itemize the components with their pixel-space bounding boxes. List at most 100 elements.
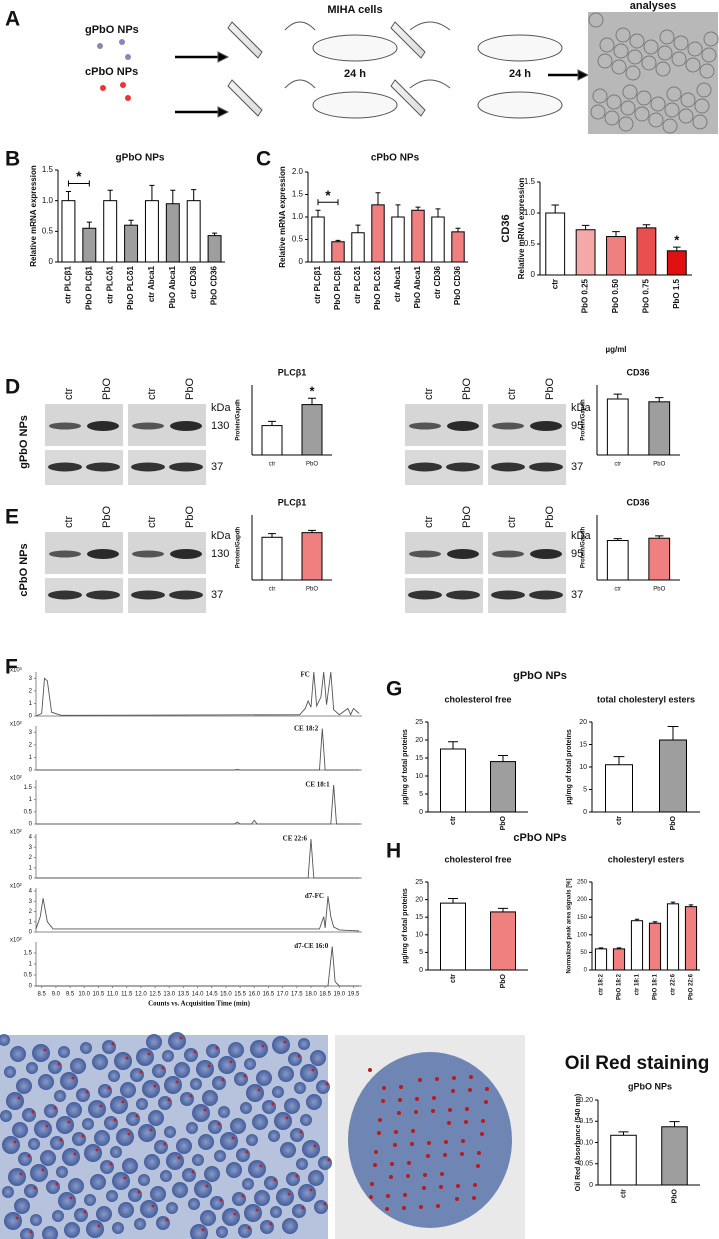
cell-texture (625, 65, 641, 81)
cell (282, 1218, 298, 1234)
chart-title: total cholesteryl esters (597, 694, 695, 704)
marker-label: 37 (571, 589, 583, 601)
blot-band (49, 422, 81, 430)
lipid-droplet (477, 1151, 481, 1155)
blot-band (48, 462, 82, 472)
blot-band (131, 462, 165, 472)
cell (164, 1126, 176, 1138)
error-bar (128, 219, 134, 226)
cell (210, 1196, 224, 1210)
y-tick-label: 5 (419, 949, 423, 956)
cell (30, 1164, 48, 1182)
y-tick-label: 2 (29, 688, 33, 694)
lipid-droplet (465, 1107, 469, 1111)
y-tick-label: 25 (415, 879, 423, 886)
error-bar (149, 184, 155, 201)
lipid-droplet (436, 1204, 440, 1208)
x-tick-label: ctr (269, 462, 276, 468)
lipid-droplet (455, 1197, 459, 1201)
y-tick-label: 0 (589, 1182, 593, 1189)
x-tick-label: 9.5 (66, 992, 75, 998)
scale-label: x10² (10, 722, 22, 728)
cell (76, 1088, 90, 1102)
lipid-droplet (439, 1185, 443, 1189)
lipid-droplet (219, 1198, 223, 1202)
y-axis-label: µg/mg of total proteins (566, 729, 573, 805)
x-tick-label: PbO (306, 462, 318, 468)
cell (64, 1222, 80, 1238)
lipid-droplet (484, 1100, 488, 1104)
cell (160, 1170, 172, 1182)
cell-texture (615, 27, 631, 43)
x-axis-label: Counts vs. Acquisition Time (min) (148, 1000, 251, 1008)
x-tick-label: PbO CD36 (453, 265, 462, 305)
cell (292, 1204, 306, 1218)
x-tick-label: PbO (653, 462, 665, 468)
cell (74, 1208, 88, 1222)
cell (308, 1170, 324, 1186)
significance-bracket (317, 199, 339, 206)
marker-label: 37 (211, 589, 223, 601)
bar (605, 764, 633, 813)
lipid-droplet (452, 1076, 456, 1080)
y-axis-label: Protein/Gapdh (581, 399, 587, 441)
x-tick-label: 9.0 (52, 992, 61, 998)
cell (148, 1110, 164, 1126)
cell (34, 1120, 52, 1138)
cell (54, 1090, 66, 1102)
y-tick-label: 15 (415, 914, 423, 921)
lipid-droplet (149, 1128, 153, 1132)
lipid-droplet (33, 1186, 37, 1190)
lipid-droplet (123, 1176, 127, 1180)
x-tick-label: PbO (306, 587, 318, 593)
error-bar (551, 204, 559, 213)
cell-texture (657, 45, 673, 61)
cell (226, 1162, 242, 1178)
lipid-droplet (41, 1168, 45, 1172)
cell (234, 1072, 248, 1086)
panel-letter: G (386, 678, 402, 701)
error-bar (86, 221, 92, 229)
cell (268, 1130, 280, 1142)
lipid-droplet (99, 1104, 103, 1108)
blot-band (170, 421, 202, 431)
cell (94, 1130, 110, 1146)
cell (40, 1150, 56, 1166)
lipid-droplet (414, 1110, 418, 1114)
chart-title: cholesterol free (444, 854, 511, 864)
lipid-droplet (444, 1140, 448, 1144)
lipid-droplet (231, 1136, 235, 1140)
y-tick-label: 3 (29, 676, 33, 682)
unit-label: kDa (571, 402, 591, 414)
lipid-droplet (43, 1048, 47, 1052)
lane-label: ctr (506, 387, 518, 400)
lipid-droplet (109, 1162, 113, 1166)
cell-texture (597, 53, 613, 69)
lipid-droplet (153, 1084, 157, 1088)
cell (130, 1068, 144, 1082)
x-tick-label: PbO 18:1 (653, 973, 659, 1000)
cell (22, 1108, 36, 1122)
y-tick-label: 100 (577, 932, 588, 938)
lipid-droplet (381, 1099, 385, 1103)
cell (264, 1176, 278, 1190)
y-tick-label: 0 (29, 930, 33, 936)
x-tick-label: ctr 22:6 (671, 973, 677, 995)
bar (61, 200, 76, 263)
cell (240, 1102, 252, 1114)
cell (18, 1152, 32, 1166)
error-bar (655, 535, 664, 539)
cell (262, 1100, 276, 1114)
cell-texture (648, 112, 664, 128)
blot-band (530, 549, 562, 559)
error-bar (395, 204, 401, 217)
y-tick-label: 10 (415, 773, 423, 780)
y-tick-label: 0.5 (42, 226, 54, 235)
lipid-droplet (385, 1207, 389, 1211)
lipid-droplet (427, 1141, 431, 1145)
y-tick-label: 0.10 (579, 1139, 593, 1146)
error-bar (268, 420, 276, 426)
x-tick-label: 10.0 (78, 992, 90, 998)
lipid-droplet (285, 1116, 289, 1120)
cell (92, 1054, 108, 1070)
